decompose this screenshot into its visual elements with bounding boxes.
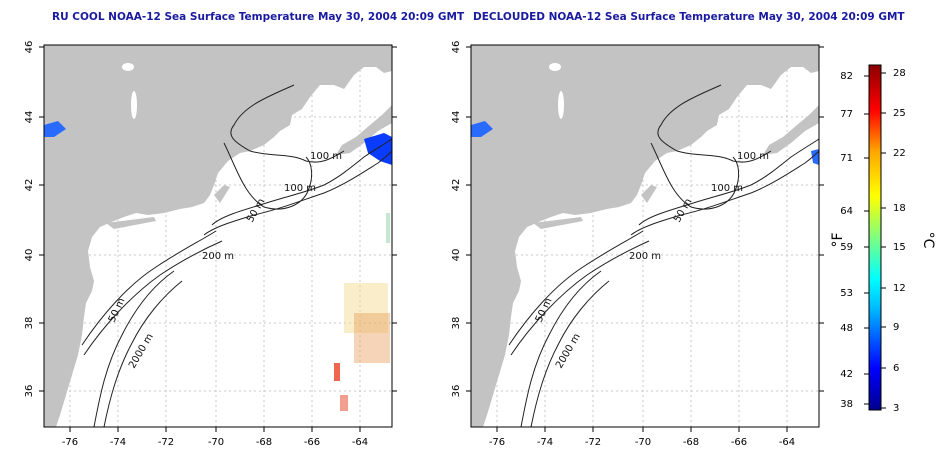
celsius-tick-label: 3 (893, 403, 899, 414)
land-mass (471, 45, 819, 427)
celsius-tick-label: 18 (893, 203, 906, 214)
lon-axis: -76 -74 -72 -70 -68 -66 -64 (62, 427, 368, 448)
celsius-tick-label: 22 (893, 148, 906, 159)
lat-tick-label: 36 (24, 385, 35, 398)
lon-tick-label: -66 (731, 437, 747, 448)
cape-cod (214, 185, 230, 203)
contour-label: 100 m (737, 151, 769, 162)
lon-tick-label: -74 (537, 437, 553, 448)
celsius-tick-label: 9 (893, 322, 899, 333)
lon-tick-label: -70 (635, 437, 651, 448)
sst-pixels (334, 213, 390, 411)
right-sst-map: 100 m 100 m 50 m 200 m 50 m 2000 m 36384… (451, 41, 824, 448)
lat-tick-label: 40 (24, 249, 35, 262)
lat-tick-label: 44 (24, 111, 35, 124)
celsius-tick-label: 6 (893, 363, 899, 374)
temperature-colorbar: 82 77 71 64 59 53 48 42 38 28 25 22 18 15 12 9 6 3 °F °C (830, 64, 936, 414)
map-frame (43, 44, 393, 428)
lon-tick-label: -70 (208, 437, 224, 448)
fahrenheit-tick-label: 82 (840, 71, 853, 82)
lake-ontario-data (44, 121, 66, 137)
fahrenheit-scale: 82 77 71 64 59 53 48 42 38 (840, 71, 869, 410)
fahrenheit-tick-label: 38 (840, 399, 853, 410)
fahrenheit-tick-label: 59 (840, 242, 853, 253)
cape-cod (641, 185, 657, 203)
lon-tick-label: -68 (256, 437, 272, 448)
lon-tick-label: -68 (683, 437, 699, 448)
celsius-tick-label: 25 (893, 108, 906, 119)
celsius-tick-label: 12 (893, 283, 906, 294)
fahrenheit-tick-label: 77 (840, 109, 853, 120)
celsius-tick-label: 15 (893, 242, 906, 253)
lat-tick-label: 40 (451, 249, 462, 262)
left-sst-map: 100 m 100 m 50 m 200 m 50 m 2000 m 36384… (24, 41, 397, 448)
lon-axis: -76 -74 -72 -70 -68 -66 -64 (489, 427, 795, 448)
lat-axis-right (819, 46, 824, 392)
lon-tick-label: -72 (158, 437, 174, 448)
right-map-title: DECLOUDED NOAA-12 Sea Surface Temperatur… (473, 11, 905, 23)
fahrenheit-tick-label: 71 (840, 153, 853, 164)
lake-ontario-data (471, 121, 493, 137)
lake (131, 91, 137, 119)
contour-label: 100 m (310, 151, 342, 162)
fahrenheit-tick-label: 53 (840, 288, 853, 299)
lake (558, 91, 564, 119)
colorbar-gradient (868, 64, 882, 411)
contour-label: 200 m (202, 251, 234, 262)
nova-scotia (763, 105, 819, 155)
lat-axis: 36 38 40 42 44 46 (24, 41, 44, 398)
fahrenheit-label: °F (830, 232, 846, 247)
contour-label: 200 m (629, 251, 661, 262)
left-map-title: RU COOL NOAA-12 Sea Surface Temperature … (52, 11, 465, 23)
lat-tick-label: 42 (24, 179, 35, 192)
lake (549, 63, 561, 71)
fahrenheit-tick-label: 64 (840, 206, 853, 217)
lon-tick-label: -76 (489, 437, 505, 448)
lat-tick-label: 38 (24, 317, 35, 330)
map-frame (470, 44, 820, 428)
long-island (106, 217, 156, 229)
nova-scotia (336, 105, 392, 155)
lat-tick-label: 46 (451, 41, 462, 54)
contour-label: 100 m (284, 183, 316, 194)
bathymetry-contours (81, 84, 393, 428)
celsius-label: °C (920, 232, 936, 249)
lon-tick-label: -66 (304, 437, 320, 448)
contour-label: 100 m (711, 183, 743, 194)
celsius-tick-label: 28 (893, 68, 906, 79)
lat-tick-label: 38 (451, 317, 462, 330)
lon-tick-label: -64 (779, 437, 795, 448)
lat-tick-label: 36 (451, 385, 462, 398)
fahrenheit-tick-label: 48 (840, 323, 853, 334)
lake (122, 63, 134, 71)
lat-tick-label: 44 (451, 111, 462, 124)
lon-tick-label: -64 (352, 437, 368, 448)
lat-tick-label: 42 (451, 179, 462, 192)
long-island (533, 217, 583, 229)
bathymetry-contours (508, 84, 820, 428)
lat-axis-right (392, 46, 397, 392)
lat-axis: 36 38 40 42 44 46 (451, 41, 471, 398)
celsius-scale: 28 25 22 18 15 12 9 6 3 (881, 68, 906, 414)
lon-tick-label: -74 (110, 437, 126, 448)
lat-tick-label: 46 (24, 41, 35, 54)
lon-tick-label: -76 (62, 437, 78, 448)
fahrenheit-tick-label: 42 (840, 369, 853, 380)
lon-tick-label: -72 (585, 437, 601, 448)
land-mass (44, 45, 392, 427)
